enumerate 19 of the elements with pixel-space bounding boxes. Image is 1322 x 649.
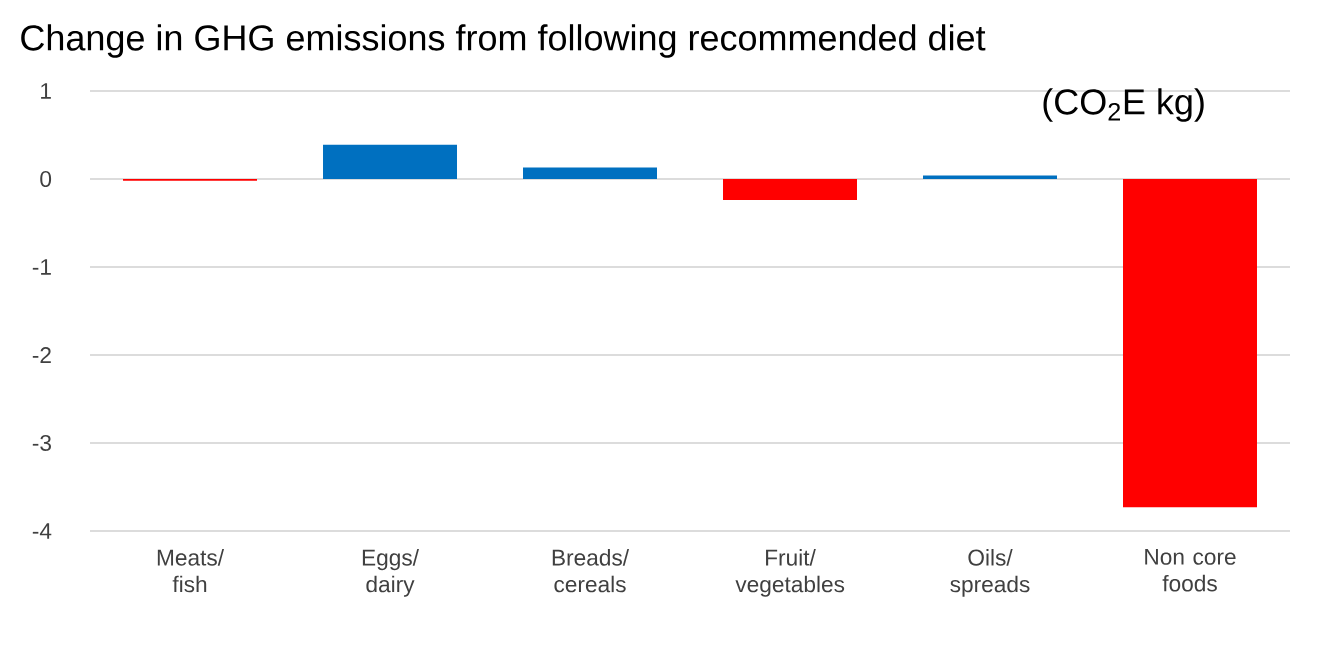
chart-title: Change in GHG emissions from following recommended diet bbox=[21, 24, 986, 58]
x-tick-label: Oils/ spreads bbox=[950, 549, 1030, 597]
y-tick-label: 0 bbox=[40, 170, 52, 188]
x-tick-label: Meats/ fish bbox=[157, 549, 225, 593]
y-tick-label: -1 bbox=[32, 259, 51, 275]
x-tick-label: Fruit/ vegetables bbox=[735, 549, 845, 597]
bar bbox=[1123, 178, 1257, 508]
y-tick-label: 1 bbox=[41, 83, 51, 99]
y-tick-label: -4 bbox=[32, 523, 52, 539]
bar bbox=[723, 178, 857, 201]
x-tick-label: Eggs/ dairy bbox=[362, 549, 419, 597]
y-tick-label: -3 bbox=[32, 434, 51, 452]
y-tick-label: -2 bbox=[32, 347, 51, 363]
bar bbox=[323, 144, 458, 179]
chart-subtitle: (CO$_{2}$E kg) bbox=[1043, 88, 1204, 122]
bar bbox=[923, 175, 1057, 179]
x-tick-label: Non core foods bbox=[1145, 549, 1236, 592]
bar bbox=[523, 167, 657, 179]
x-tick-label: Breads/ cereals bbox=[552, 549, 630, 593]
